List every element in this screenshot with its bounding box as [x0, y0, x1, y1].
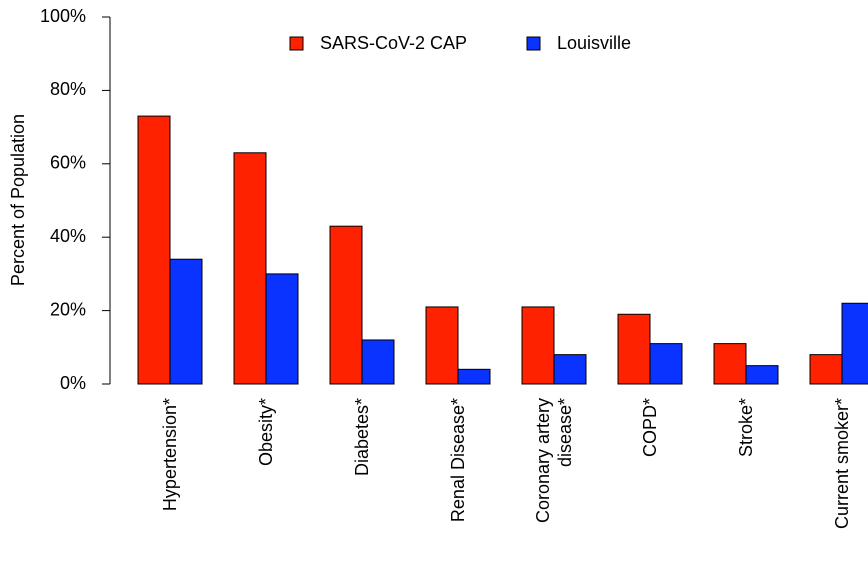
x-tick-label-line: disease* — [555, 398, 575, 467]
bar — [361, 339, 395, 385]
bar — [457, 368, 491, 385]
bar — [265, 273, 299, 385]
bar — [649, 343, 683, 385]
x-tick-label: Coronary artery disease* — [533, 398, 575, 523]
legend-label: SARS-CoV-2 CAP — [320, 33, 467, 53]
x-tick-label: Renal Disease* — [448, 398, 468, 522]
y-tick-label: 80% — [50, 79, 86, 99]
x-tick-label: Obesity* — [256, 398, 276, 466]
bar — [617, 313, 651, 385]
x-tick-label-line: COPD* — [640, 398, 660, 457]
y-tick-label: 20% — [50, 299, 86, 319]
bar — [329, 225, 363, 385]
x-tick-label: Stroke* — [736, 398, 756, 457]
y-tick-label: 60% — [50, 153, 86, 173]
bar — [553, 354, 587, 385]
y-tick-label: 100% — [40, 6, 86, 26]
x-tick-label-line: Stroke* — [736, 398, 756, 457]
bar — [169, 258, 203, 385]
bar — [233, 152, 267, 385]
x-tick-label: COPD* — [640, 398, 660, 457]
bar — [841, 302, 868, 385]
x-tick-label-line: Diabetes* — [352, 398, 372, 476]
y-tick-label: 0% — [60, 373, 86, 393]
bar — [137, 115, 171, 385]
bar — [809, 354, 843, 385]
legend-swatch — [526, 36, 541, 51]
x-tick-label-line: Coronary artery — [533, 398, 553, 523]
x-tick-label-line: Hypertension* — [160, 398, 180, 511]
x-tick-label-line: Obesity* — [256, 398, 276, 466]
bar — [745, 365, 779, 385]
x-tick-label: Current smoker* — [832, 398, 852, 529]
bar — [713, 343, 747, 385]
bar — [425, 306, 459, 385]
legend-label: Louisville — [557, 33, 631, 53]
legend-swatch — [289, 36, 304, 51]
x-tick-label: Diabetes* — [352, 398, 372, 476]
bar — [521, 306, 555, 385]
y-tick-label: 40% — [50, 226, 86, 246]
x-tick-label-line: Renal Disease* — [448, 398, 468, 522]
x-tick-label-line: Current smoker* — [832, 398, 852, 529]
y-axis-title: Percent of Population — [8, 114, 28, 286]
x-tick-label: Hypertension* — [160, 398, 180, 511]
